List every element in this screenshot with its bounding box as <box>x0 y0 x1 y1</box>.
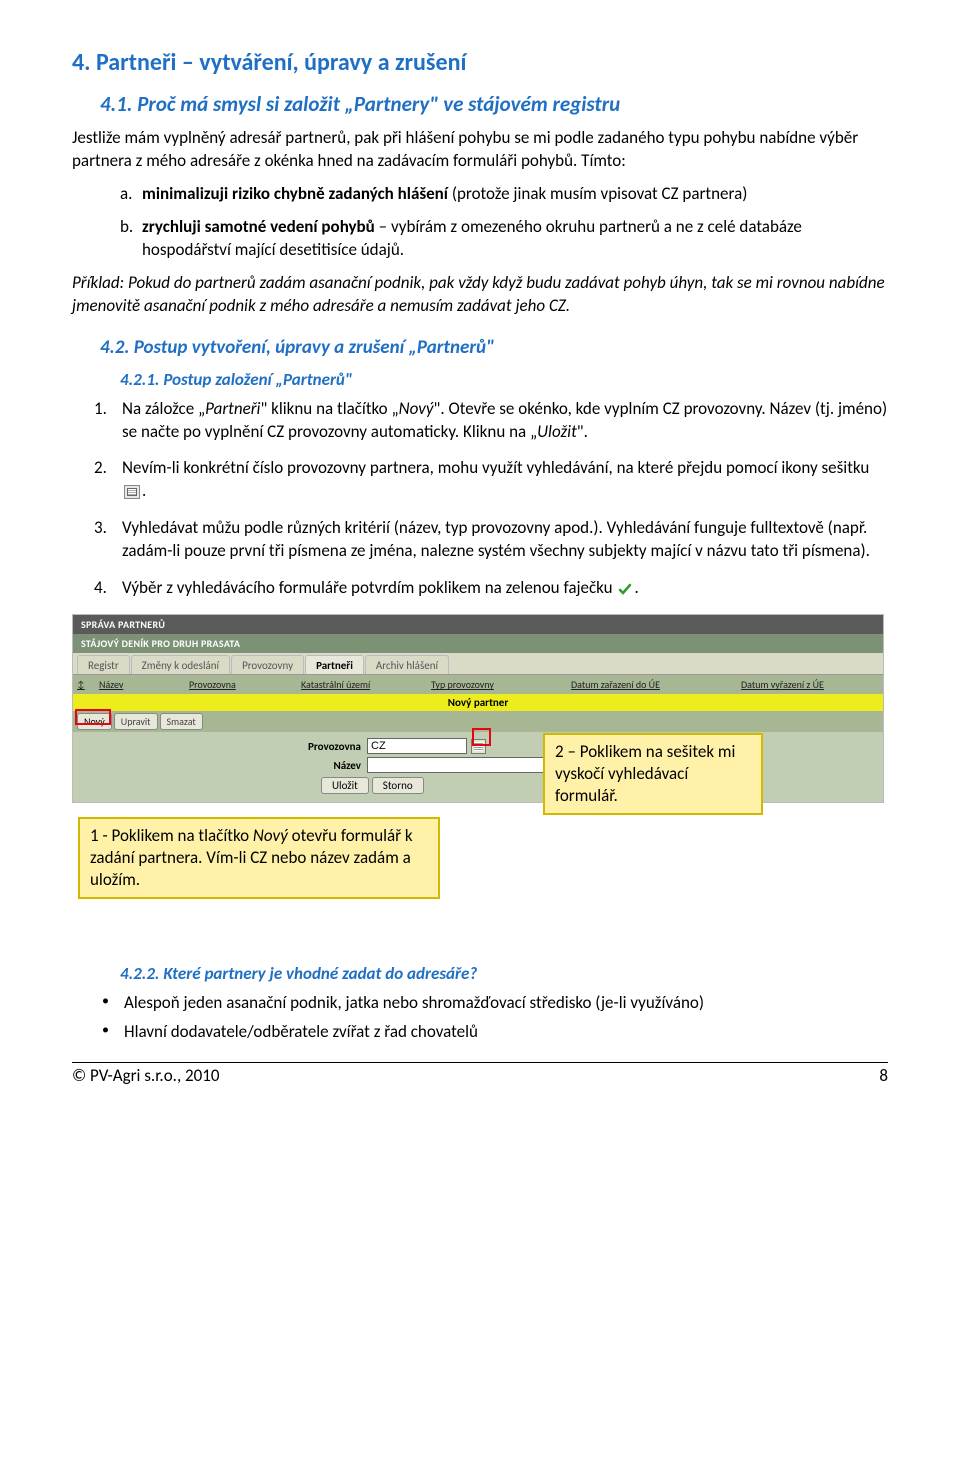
col-katastralni[interactable]: Katastrální území <box>291 675 421 694</box>
callouts-area: 1 - Poklikem na tlačítko Nový otevřu for… <box>72 803 888 939</box>
step-num: 4. <box>94 577 122 600</box>
heading-4-1: 4.1. Proč má smysl si založit „Partnery"… <box>100 91 888 117</box>
bullet-list: • Alespoň jeden asanační podnik, jatka n… <box>102 992 888 1044</box>
screenshot-region: SPRÁVA PARTNERŮ STÁJOVÝ DENÍK PRO DRUH P… <box>72 614 888 939</box>
bullet-text: Alespoň jeden asanační podnik, jatka neb… <box>124 992 704 1015</box>
letter-list: a. minimalizuji riziko chybně zadaných h… <box>120 183 888 262</box>
new-partner-banner: Nový partner <box>73 694 883 711</box>
heading-4-2-1: 4.2.1. Postup založení „Partnerů" <box>120 369 888 390</box>
label-nazev: Název <box>77 759 367 772</box>
input-provozovna-cz[interactable] <box>367 738 467 754</box>
footer-left: © PV-Agri s.r.o., 2010 <box>72 1065 220 1086</box>
screenshot-titlebar-1: SPRÁVA PARTNERŮ <box>73 615 883 634</box>
step-text: Výběr z vyhledávácího formuláře potvrdím… <box>122 577 639 600</box>
numbered-list: 1. Na záložce „Partneři" kliknu na tlačí… <box>94 398 888 601</box>
letter-item-b: b. zrychluji samotné vedení pohybů – vyb… <box>120 216 888 262</box>
letter-text: minimalizuji riziko chybně zadaných hláš… <box>142 183 747 206</box>
bullet-dot: • <box>102 1021 124 1044</box>
tab-registr[interactable]: Registr <box>77 655 130 674</box>
bullet-dot: • <box>102 992 124 1015</box>
tab-strip: Registr Změny k odeslání Provozovny Part… <box>73 653 883 675</box>
document-page: 4. Partneři – vytváření, úpravy a zrušen… <box>0 0 960 1110</box>
heading-4-2-2: 4.2.2. Které partnery je vhodné zadat do… <box>120 963 888 984</box>
col-datum-zarazeni[interactable]: Datum zařazení do ÚE <box>561 675 731 694</box>
example-paragraph: Příklad: Pokud do partnerů zadám asanačn… <box>72 272 888 318</box>
bullet-text: Hlavní dodavatele/odběratele zvířat z řa… <box>124 1021 478 1044</box>
screenshot-titlebar-2: STÁJOVÝ DENÍK PRO DRUH PRASATA <box>73 634 883 653</box>
tab-provozovny[interactable]: Provozovny <box>231 655 304 674</box>
ulozit-button[interactable]: Uložit <box>321 777 369 794</box>
tab-partneri[interactable]: Partneři <box>305 655 364 674</box>
step-num: 1. <box>94 398 122 444</box>
check-icon <box>618 582 632 596</box>
step-text: Nevím-li konkrétní číslo provozovny part… <box>122 457 888 503</box>
tab-zmeny[interactable]: Změny k odeslání <box>131 655 230 674</box>
page-footer: © PV-Agri s.r.o., 2010 8 <box>72 1062 888 1086</box>
step-num: 2. <box>94 457 122 503</box>
col-nazev[interactable]: Název <box>89 675 179 694</box>
upravit-button[interactable]: Upravit <box>114 713 158 730</box>
highlight-novy <box>75 709 111 725</box>
letter-item-a: a. minimalizuji riziko chybně zadaných h… <box>120 183 888 206</box>
col-datum-vyrazeni[interactable]: Datum vyřazení z ÚE <box>731 675 871 694</box>
step-num: 3. <box>94 517 122 563</box>
col-provozovna[interactable]: Provozovna <box>179 675 291 694</box>
col-typ[interactable]: Typ provozovny <box>421 675 561 694</box>
callout-1: 1 - Poklikem na tlačítko Nový otevřu for… <box>78 817 440 899</box>
footer-right: 8 <box>879 1065 888 1086</box>
table-header: ↕ Název Provozovna Katastrální území Typ… <box>73 675 883 694</box>
tab-archiv[interactable]: Archiv hlášení <box>365 655 449 674</box>
smazat-button[interactable]: Smazat <box>160 713 203 730</box>
notebook-icon <box>124 485 140 499</box>
step-2: 2. Nevím-li konkrétní číslo provozovny p… <box>94 457 888 503</box>
letter-text: zrychluji samotné vedení pohybů – vybírá… <box>142 216 888 262</box>
letter-label: a. <box>120 183 142 206</box>
heading-4-2: 4.2. Postup vytvoření, úpravy a zrušení … <box>100 336 888 359</box>
step-4: 4. Výběr z vyhledávácího formuláře potvr… <box>94 577 888 600</box>
bullet-item: • Hlavní dodavatele/odběratele zvířat z … <box>102 1021 888 1044</box>
step-1: 1. Na záložce „Partneři" kliknu na tlačí… <box>94 398 888 444</box>
step-text: Vyhledávat můžu podle různých kritérií (… <box>122 517 888 563</box>
col-reorder-icon[interactable]: ↕ <box>73 675 89 694</box>
step-text: Na záložce „Partneři" kliknu na tlačítko… <box>122 398 888 444</box>
intro-paragraph: Jestliže mám vyplněný adresář partnerů, … <box>72 127 888 173</box>
bullet-item: • Alespoň jeden asanační podnik, jatka n… <box>102 992 888 1015</box>
input-nazev[interactable] <box>367 757 547 773</box>
step-3: 3. Vyhledávat můžu podle různých kritéri… <box>94 517 888 563</box>
storno-button[interactable]: Storno <box>372 777 424 794</box>
heading-4: 4. Partneři – vytváření, úpravy a zrušen… <box>72 48 888 77</box>
highlight-lookup <box>472 728 491 746</box>
label-provozovna: Provozovna <box>77 740 367 753</box>
letter-label: b. <box>120 216 142 262</box>
